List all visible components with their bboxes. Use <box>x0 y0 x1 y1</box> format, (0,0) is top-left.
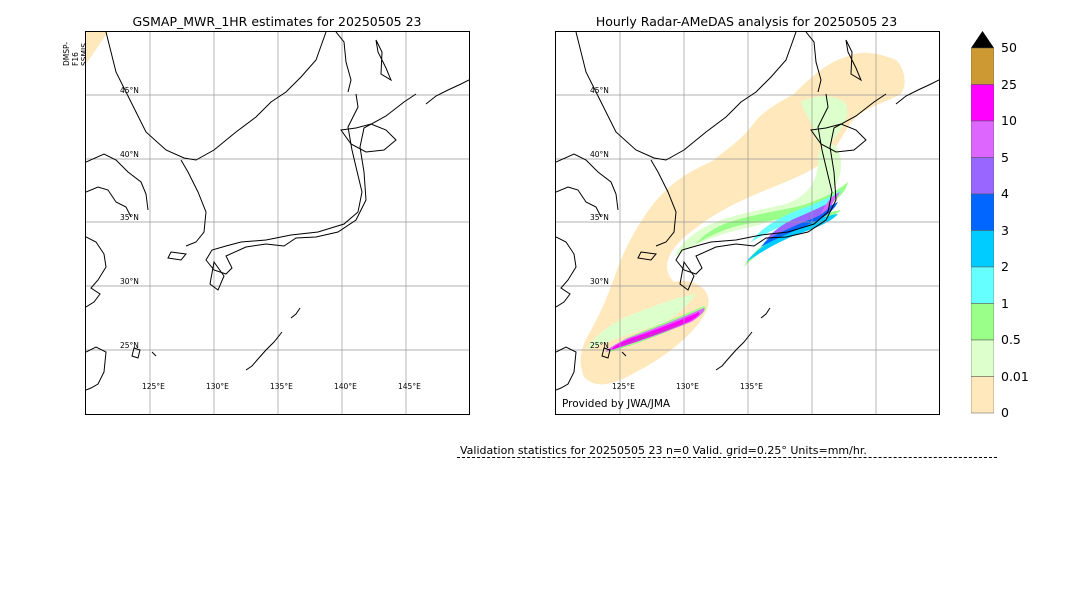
right-lat-label-35: 35°N <box>590 213 609 222</box>
left-lon-label-140: 140°E <box>334 382 357 391</box>
colorbar-segment <box>971 84 994 122</box>
left-gridlines <box>86 32 469 414</box>
right-map-graphic <box>556 32 939 414</box>
validation-divider <box>457 457 997 458</box>
colorbar-tick-label: 10 <box>1001 113 1017 128</box>
colorbar-tick-label: 0.5 <box>1001 332 1021 347</box>
colorbar-tick-label: 4 <box>1001 186 1009 201</box>
right-lat-label-45: 45°N <box>590 86 609 95</box>
radar-precip-field <box>580 52 905 385</box>
left-lat-label-30: 30°N <box>120 277 139 286</box>
left-coastlines <box>86 32 469 391</box>
left-map: 45°N 40°N 35°N 30°N 25°N 125°E 130°E 135… <box>85 31 470 415</box>
left-lat-label-40: 40°N <box>120 150 139 159</box>
left-lon-label-145: 145°E <box>398 382 421 391</box>
left-lon-label-135: 135°E <box>270 382 293 391</box>
right-gridlines <box>556 32 939 414</box>
colorbar-tick-label: 3 <box>1001 222 1009 238</box>
left-lat-label-25: 25°N <box>120 341 139 350</box>
right-map-title: Hourly Radar-AMeDAS analysis for 2025050… <box>595 14 898 29</box>
colorbar-tick-label: 2 <box>1001 259 1009 274</box>
right-lon-label-135: 135°E <box>740 382 763 391</box>
colorbar-tick-label: 0 <box>1001 405 1009 420</box>
right-lat-label-40: 40°N <box>590 150 609 159</box>
colorbar-segment <box>971 266 994 304</box>
colorbar <box>971 31 994 414</box>
colorbar-tick-label: 0.01 <box>1001 368 1029 384</box>
validation-statistics: Validation statistics for 20250505 23 n=… <box>460 444 867 457</box>
satellite-label: DMSP-F16 SSMIS <box>62 26 89 70</box>
left-lon-label-125: 125°E <box>142 382 165 391</box>
colorbar-extend-arrow <box>971 31 994 48</box>
colorbar-segment <box>971 303 994 341</box>
left-map-graphic <box>86 32 469 414</box>
right-lon-label-125: 125°E <box>612 382 635 391</box>
satellite-name-1: DMSP-F16 <box>62 41 80 66</box>
right-lat-label-25: 25°N <box>590 341 609 350</box>
colorbar-segment <box>971 120 994 158</box>
colorbar-segment <box>971 376 994 414</box>
colorbar-segment <box>971 339 994 377</box>
colorbar-segment <box>971 47 994 85</box>
colorbar-tick-label: 50 <box>1001 40 1017 55</box>
left-precip-patch <box>86 32 108 64</box>
left-map-title: GSMAP_MWR_1HR estimates for 20250505 23 <box>132 14 422 29</box>
colorbar-tick-label: 25 <box>1001 76 1017 92</box>
provided-by-label: Provided by JWA/JMA <box>562 398 671 410</box>
colorbar-tick-label: 1 <box>1001 295 1009 311</box>
colorbar-segment <box>971 193 994 231</box>
right-map: 45°N 40°N 35°N 30°N 25°N 125°E 130°E 135… <box>555 31 940 415</box>
left-lat-label-35: 35°N <box>120 213 139 222</box>
colorbar-segment <box>971 157 994 195</box>
colorbar-segment <box>971 230 994 268</box>
colorbar-tick-label: 5 <box>1001 149 1009 165</box>
left-lat-label-45: 45°N <box>120 86 139 95</box>
right-lat-label-30: 30°N <box>590 277 609 286</box>
left-lon-label-130: 130°E <box>206 382 229 391</box>
right-lon-label-130: 130°E <box>676 382 699 391</box>
